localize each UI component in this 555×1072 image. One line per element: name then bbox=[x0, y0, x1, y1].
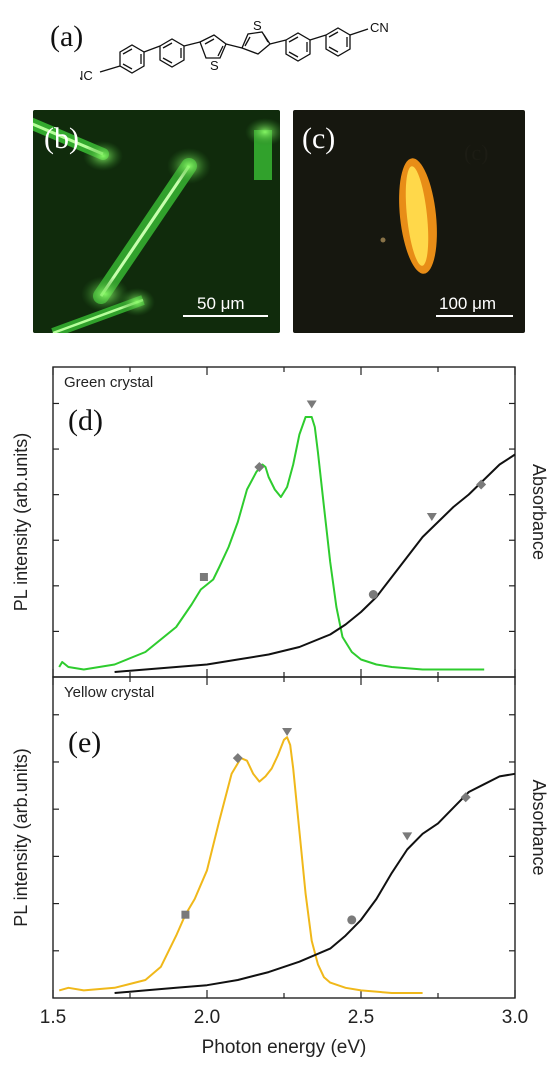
panel-label-c: (c) bbox=[302, 122, 336, 155]
pl-curve bbox=[58, 416, 485, 671]
molecule-structure: NC CN S S bbox=[80, 18, 389, 83]
scale-bar-label-c: 100 μm bbox=[439, 294, 496, 313]
left-cyano-label: NC bbox=[80, 68, 93, 83]
triangle-marker bbox=[426, 513, 437, 521]
y-axis-label-right: Absorbance bbox=[529, 464, 549, 560]
scale-bar-label-b: 50 μm bbox=[197, 294, 245, 313]
pl-curve bbox=[58, 736, 423, 994]
square-marker bbox=[199, 573, 208, 581]
panel-label: (e) bbox=[68, 726, 101, 759]
green-crystal-micrograph: 50 μm bbox=[33, 110, 280, 333]
square-marker bbox=[181, 910, 190, 919]
triangle-marker bbox=[282, 728, 293, 736]
x-tick-label: 2.5 bbox=[348, 1007, 374, 1028]
circle-marker bbox=[368, 590, 378, 599]
absorbance-curve bbox=[114, 772, 516, 994]
y-axis-label-left: PL intensity (arb.units) bbox=[11, 433, 31, 611]
crystal-annotation: Yellow crystal bbox=[64, 684, 154, 701]
diamond-marker bbox=[232, 753, 243, 764]
benzene-ring bbox=[325, 27, 351, 57]
x-axis-label: Photon energy (eV) bbox=[202, 1037, 367, 1058]
sulfur-label-1: S bbox=[210, 58, 219, 73]
benzene-ring bbox=[159, 38, 185, 68]
y-axis-label-left: PL intensity (arb.units) bbox=[11, 748, 31, 926]
yellow-crystal-micrograph: 100 μm bbox=[293, 110, 525, 333]
diamond-marker bbox=[476, 479, 487, 490]
triangle-marker bbox=[306, 400, 317, 409]
y-axis-label-right: Absorbance bbox=[529, 779, 549, 875]
panel-label: (d) bbox=[68, 404, 103, 437]
absorbance-curve bbox=[114, 453, 516, 673]
panel-label-a: (a) bbox=[50, 20, 84, 53]
sulfur-label-2: S bbox=[253, 18, 262, 33]
diamond-marker bbox=[254, 462, 265, 472]
diamond-marker bbox=[460, 792, 471, 803]
x-tick-label: 3.0 bbox=[502, 1007, 528, 1028]
panel-label-c-secondary: (c) bbox=[464, 140, 489, 165]
circle-marker bbox=[347, 915, 357, 925]
x-tick-label: 2.0 bbox=[194, 1007, 220, 1028]
x-tick-label: 1.5 bbox=[40, 1007, 66, 1028]
plot-frame bbox=[52, 366, 516, 678]
triangle-marker bbox=[402, 832, 413, 841]
benzene-ring bbox=[285, 32, 311, 62]
crystal-annotation: Green crystal bbox=[64, 374, 153, 391]
right-cyano-label: CN bbox=[370, 20, 389, 35]
plot-frame bbox=[52, 676, 516, 999]
thiophene-ring bbox=[199, 34, 227, 59]
panel-label-b: (b) bbox=[44, 122, 79, 155]
